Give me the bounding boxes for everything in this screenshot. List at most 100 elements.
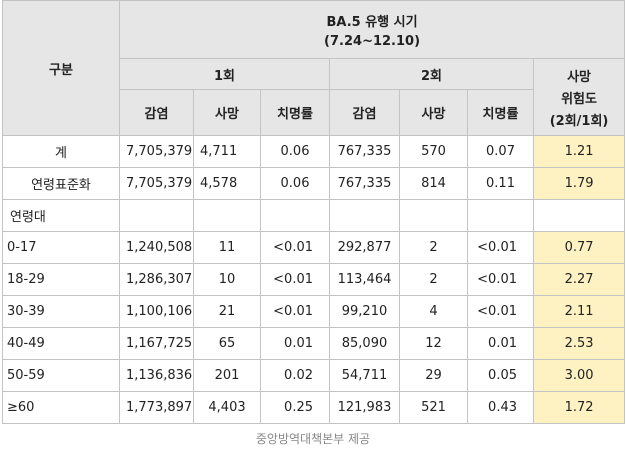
infection-1: 7,705,379 — [119, 135, 194, 168]
empty-cell — [532, 199, 626, 232]
cfr-1: <0.01 — [260, 295, 330, 328]
table-row: 18-29 1,286,307 10 <0.01 113,464 2 <0.01… — [2, 263, 626, 296]
cfr-1: 0.01 — [260, 327, 330, 360]
risk-header-line1: 사망 — [567, 69, 591, 85]
table-row: ≥60 1,773,897 4,403 0.25 121,983 521 0.4… — [2, 391, 626, 424]
row-label: 30-39 — [2, 295, 120, 328]
risk-header: 사망 위험도 (2회/1회) — [532, 58, 626, 136]
table-row: 50-59 1,136,836 201 0.02 54,711 29 0.05 … — [2, 359, 626, 392]
death-risk-table: 구분 BA.5 유행 시기 (7.24~12.10) 1회 2회 사망 위험도 … — [2, 0, 626, 424]
infection-1: 1,773,897 — [119, 391, 194, 424]
risk-value: 1.72 — [532, 391, 626, 424]
source-caption: 중앙방역대책본부 제공 — [255, 432, 371, 446]
col-infection-1: 감염 — [119, 89, 194, 136]
cfr-1: 0.06 — [260, 135, 330, 168]
empty-cell — [119, 199, 194, 232]
col-cfr-1: 치명률 — [260, 89, 330, 136]
cfr-1: <0.01 — [260, 263, 330, 296]
risk-value: 3.00 — [532, 359, 626, 392]
row-label: 50-59 — [2, 359, 120, 392]
infection-2: 54,711 — [329, 359, 400, 392]
infection-1: 1,167,725 — [119, 327, 194, 360]
death-1: 11 — [193, 231, 261, 264]
death-2: 29 — [399, 359, 468, 392]
col-cfr-2: 치명률 — [467, 89, 534, 136]
infection-2: 767,335 — [329, 135, 400, 168]
death-1: 65 — [193, 327, 261, 360]
risk-value: 1.21 — [532, 135, 626, 168]
table-row: 연령표준화 7,705,379 4,578 0.06 767,335 814 0… — [2, 167, 626, 200]
infection-2: 99,210 — [329, 295, 400, 328]
death-1: 4,403 — [193, 391, 261, 424]
empty-cell — [399, 199, 468, 232]
infection-2: 85,090 — [329, 327, 400, 360]
death-1: 4,578 — [193, 167, 261, 200]
infection-2: 292,877 — [329, 231, 400, 264]
table-row: 0-17 1,240,508 11 <0.01 292,877 2 <0.01 … — [2, 231, 626, 264]
infection-2: 767,335 — [329, 167, 400, 200]
cfr-2: 0.01 — [467, 327, 534, 360]
table-row: 40-49 1,167,725 65 0.01 85,090 12 0.01 2… — [2, 327, 626, 360]
col-death-1: 사망 — [193, 89, 261, 136]
infection-1: 1,136,836 — [119, 359, 194, 392]
cfr-2: 0.11 — [467, 167, 534, 200]
empty-cell — [260, 199, 330, 232]
row-label: ≥60 — [2, 391, 120, 424]
death-2: 4 — [399, 295, 468, 328]
data-table-container: 구분 BA.5 유행 시기 (7.24~12.10) 1회 2회 사망 위험도 … — [2, 0, 626, 424]
title-line1: BA.5 유행 시기 — [326, 14, 418, 30]
infection-2: 113,464 — [329, 263, 400, 296]
cfr-2: <0.01 — [467, 231, 534, 264]
cfr-1: 0.25 — [260, 391, 330, 424]
risk-value: 2.53 — [532, 327, 626, 360]
infection-1: 1,286,307 — [119, 263, 194, 296]
row-label: 연령대 — [2, 199, 120, 232]
table-row: 계 7,705,379 4,711 0.06 767,335 570 0.07 … — [2, 135, 626, 168]
death-2: 570 — [399, 135, 468, 168]
infection-1: 1,100,106 — [119, 295, 194, 328]
risk-value: 2.11 — [532, 295, 626, 328]
table-row: 연령대 — [2, 199, 626, 232]
empty-cell — [193, 199, 261, 232]
col-death-2: 사망 — [399, 89, 468, 136]
row-label: 0-17 — [2, 231, 120, 264]
cfr-2: 0.43 — [467, 391, 534, 424]
cfr-2: <0.01 — [467, 295, 534, 328]
cfr-1: 0.06 — [260, 167, 330, 200]
table-row: 30-39 1,100,106 21 <0.01 99,210 4 <0.01 … — [2, 295, 626, 328]
infection-2: 121,983 — [329, 391, 400, 424]
cfr-2: <0.01 — [467, 263, 534, 296]
cfr-2: 0.05 — [467, 359, 534, 392]
col-infection-2: 감염 — [329, 89, 400, 136]
risk-value: 2.27 — [532, 263, 626, 296]
title-line2: (7.24~12.10) — [324, 33, 421, 49]
death-2: 2 — [399, 231, 468, 264]
death-1: 4,711 — [193, 135, 261, 168]
risk-value: 0.77 — [532, 231, 626, 264]
death-2: 2 — [399, 263, 468, 296]
risk-header-line3: (2회/1회) — [549, 113, 609, 129]
death-2: 12 — [399, 327, 468, 360]
row-label: 40-49 — [2, 327, 120, 360]
cfr-1: <0.01 — [260, 231, 330, 264]
title-header: BA.5 유행 시기 (7.24~12.10) — [118, 0, 626, 59]
empty-cell — [329, 199, 400, 232]
risk-value: 1.79 — [532, 167, 626, 200]
death-1: 10 — [193, 263, 261, 296]
infection-1: 7,705,379 — [119, 167, 194, 200]
cfr-1: 0.02 — [260, 359, 330, 392]
death-1: 21 — [193, 295, 261, 328]
period2-header: 2회 — [329, 58, 534, 90]
row-label: 연령표준화 — [2, 167, 120, 200]
period1-header: 1회 — [119, 58, 330, 90]
death-2: 814 — [399, 167, 468, 200]
death-2: 521 — [399, 391, 468, 424]
infection-1: 1,240,508 — [119, 231, 194, 264]
risk-header-line2: 위험도 — [561, 91, 597, 107]
cfr-2: 0.07 — [467, 135, 534, 168]
death-1: 201 — [193, 359, 261, 392]
row-label: 18-29 — [2, 263, 120, 296]
category-header: 구분 — [2, 0, 120, 136]
empty-cell — [467, 199, 534, 232]
row-label: 계 — [2, 135, 120, 168]
